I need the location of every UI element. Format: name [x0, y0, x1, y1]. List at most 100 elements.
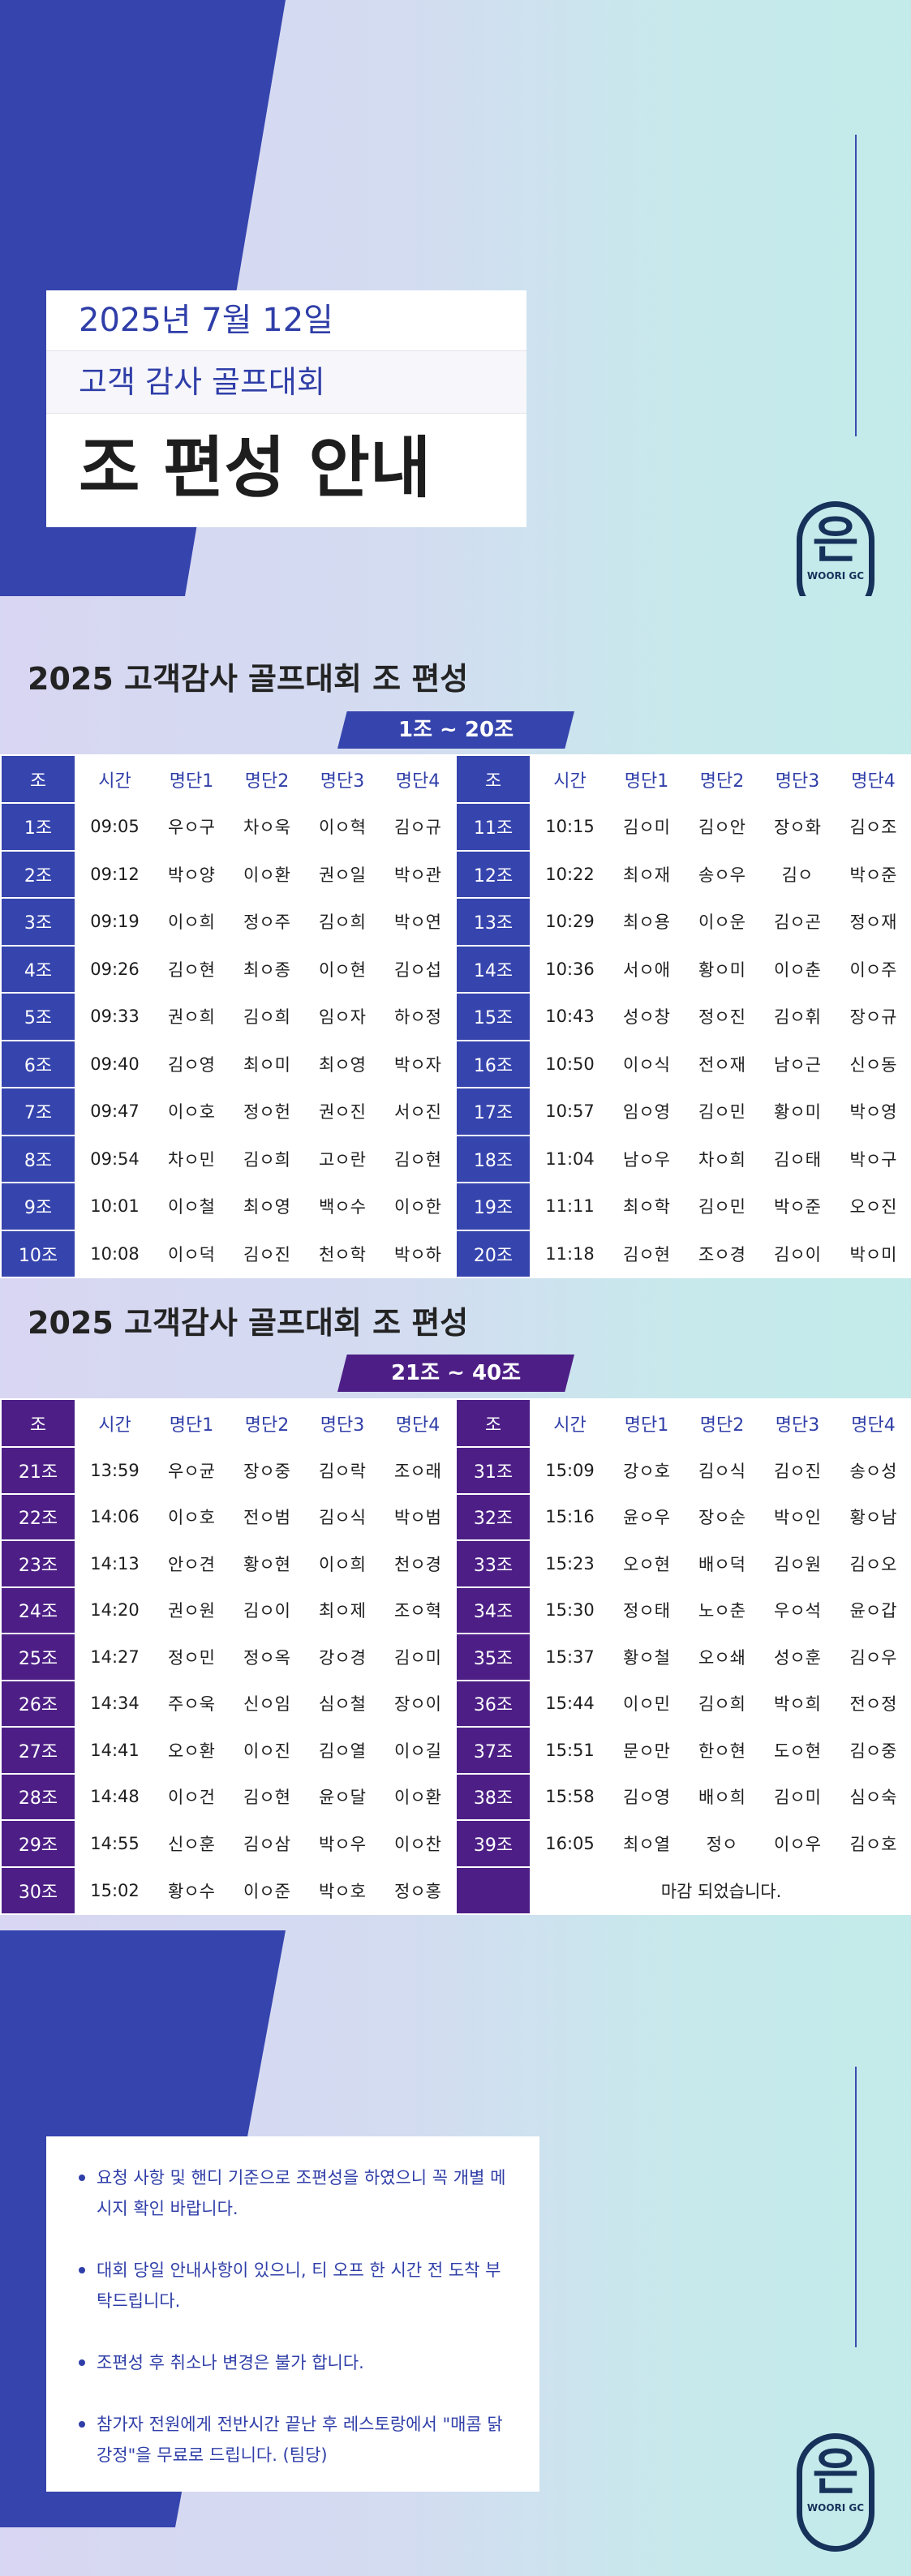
- table-row: 1조 09:05 우ㅇ구 차ㅇ욱 이ㅇ혁 김ㅇ규 11조 10:15 김ㅇ미 김ㅇ안 장ㅇ화 김ㅇ조: [0, 802, 911, 852]
- notice-box: 요청 사항 및 핸디 기준으로 조편성을 하였으니 꼭 개별 메시지 확인 바랍…: [46, 2136, 539, 2492]
- name-cell: 김ㅇ영: [153, 1039, 230, 1088]
- group-cell: 21조: [0, 1446, 76, 1495]
- name-cell: 이ㅇ덕: [153, 1229, 230, 1278]
- name-cell: 임ㅇ영: [608, 1087, 685, 1136]
- time-cell: 10:36: [530, 944, 610, 994]
- column-header: 명단1: [153, 754, 230, 804]
- name-cell: 장ㅇ중: [228, 1446, 306, 1495]
- name-cell: 김ㅇ민: [683, 1182, 761, 1231]
- time-cell: 15:09: [530, 1446, 610, 1495]
- group-cell: 5조: [0, 992, 76, 1041]
- name-cell: 김ㅇ원: [759, 1539, 836, 1588]
- group-cell: 7조: [0, 1087, 76, 1136]
- name-cell: 김ㅇ열: [304, 1726, 380, 1775]
- name-cell: 한ㅇ현: [683, 1726, 761, 1775]
- table-row: 30조 15:02 황ㅇ수 이ㅇ준 박ㅇ호 정ㅇ홍 마감 되었습니다.: [0, 1865, 911, 1915]
- name-cell: 박ㅇ영: [834, 1087, 911, 1136]
- name-cell: 배ㅇ희: [683, 1772, 761, 1821]
- name-cell: 이ㅇ철: [153, 1182, 230, 1231]
- name-cell: 김ㅇ안: [683, 802, 761, 852]
- woori-gc-logo: 은 WOORI GC: [797, 501, 874, 596]
- name-cell: 전ㅇ범: [228, 1492, 306, 1541]
- name-cell: 정ㅇ민: [153, 1633, 230, 1681]
- column-header: 조: [0, 1398, 76, 1448]
- group-cell: 39조: [455, 1819, 531, 1868]
- name-cell: 정ㅇ태: [608, 1586, 685, 1634]
- name-cell: 이ㅇ환: [379, 1772, 457, 1821]
- time-cell: 14:13: [75, 1539, 155, 1588]
- name-cell: 정ㅇ헌: [228, 1087, 306, 1136]
- name-cell: 정ㅇ재: [834, 897, 911, 947]
- name-cell: 장ㅇ규: [834, 992, 911, 1041]
- name-cell: 강ㅇ경: [304, 1633, 380, 1681]
- time-cell: 15:37: [530, 1633, 610, 1681]
- group-cell: 16조: [455, 1039, 531, 1088]
- name-cell: 서ㅇ진: [379, 1087, 457, 1136]
- table-row: 10조 10:08 이ㅇ덕 김ㅇ진 천ㅇ학 박ㅇ하 20조 11:18 김ㅇ현 조ㅇ경 김ㅇ이 박ㅇ미: [0, 1229, 911, 1278]
- time-cell: 11:18: [530, 1229, 610, 1278]
- group-cell: 38조: [455, 1772, 531, 1821]
- time-cell: 14:48: [75, 1772, 155, 1821]
- name-cell: 김ㅇ희: [228, 992, 306, 1041]
- event-date: 2025년 7월 12일: [46, 290, 526, 351]
- name-cell: 정ㅇ주: [228, 897, 306, 947]
- name-cell: 황ㅇ현: [228, 1539, 306, 1588]
- name-cell: 우ㅇ균: [153, 1446, 230, 1495]
- group-cell: 4조: [0, 944, 76, 994]
- time-cell: 14:55: [75, 1819, 155, 1868]
- time-cell: 14:27: [75, 1633, 155, 1681]
- name-cell: 최ㅇ영: [228, 1182, 306, 1231]
- column-header: 명단3: [304, 754, 380, 804]
- name-cell: 권ㅇ희: [153, 992, 230, 1041]
- name-cell: 최ㅇ종: [228, 944, 306, 994]
- column-header: 명단4: [834, 1398, 911, 1448]
- name-cell: 김ㅇ섭: [379, 944, 457, 994]
- name-cell: 이ㅇ호: [153, 1087, 230, 1136]
- name-cell: 박ㅇ인: [759, 1492, 836, 1541]
- name-cell: 오ㅇ진: [834, 1182, 911, 1231]
- name-cell: 김ㅇ미: [759, 1772, 836, 1821]
- group-cell: 36조: [455, 1679, 531, 1728]
- table-header-row: 조 시간 명단1 명단2 명단3 명단4 조 시간 명단1 명단2 명단3 명단4: [0, 1398, 911, 1448]
- notice-item: 요청 사항 및 핸디 기준으로 조편성을 하였으니 꼭 개별 메시지 확인 바랍…: [79, 2162, 507, 2224]
- column-header: 명단1: [608, 754, 685, 804]
- name-cell: 이ㅇ운: [683, 897, 761, 947]
- name-cell: 고ㅇ란: [304, 1134, 380, 1183]
- closed-notice-cell: 마감 되었습니다.: [530, 1865, 911, 1915]
- name-cell: 조ㅇ경: [683, 1229, 761, 1278]
- table-row: 21조 13:59 우ㅇ균 장ㅇ중 김ㅇ락 조ㅇ래 31조 15:09 강ㅇ호 김ㅇ식 김ㅇ진 송ㅇ성: [0, 1446, 911, 1495]
- name-cell: 신ㅇ훈: [153, 1819, 230, 1868]
- time-cell: 10:43: [530, 992, 610, 1041]
- name-cell: 신ㅇ동: [834, 1039, 911, 1088]
- name-cell: 오ㅇ현: [608, 1539, 685, 1588]
- time-cell: 11:11: [530, 1182, 610, 1231]
- time-cell: 15:23: [530, 1539, 610, 1588]
- table-row: 27조 14:41 오ㅇ환 이ㅇ진 김ㅇ열 이ㅇ길 37조 15:51 문ㅇ만 한ㅇ현 도ㅇ현 김ㅇ중: [0, 1726, 911, 1775]
- table-row: 7조 09:47 이ㅇ호 정ㅇ헌 권ㅇ진 서ㅇ진 17조 10:57 임ㅇ영 김ㅇ민 황ㅇ미 박ㅇ영: [0, 1087, 911, 1136]
- name-cell: 안ㅇ견: [153, 1539, 230, 1588]
- column-header: 명단1: [153, 1398, 230, 1448]
- name-cell: 정ㅇ진: [683, 992, 761, 1041]
- table-row: 22조 14:06 이ㅇ호 전ㅇ범 김ㅇ식 박ㅇ범 32조 15:16 윤ㅇ우 장ㅇ순 박ㅇ인 황ㅇ남: [0, 1492, 911, 1541]
- time-cell: 14:20: [75, 1586, 155, 1634]
- name-cell: 김ㅇ진: [759, 1446, 836, 1495]
- name-cell: 박ㅇ관: [379, 849, 457, 899]
- name-cell: 이ㅇ한: [379, 1182, 457, 1231]
- name-cell: 전ㅇ정: [834, 1679, 911, 1728]
- group-cell: 23조: [0, 1539, 76, 1588]
- table-row: 24조 14:20 권ㅇ원 김ㅇ이 최ㅇ제 조ㅇ혁 34조 15:30 정ㅇ태 노ㅇ춘 우ㅇ석 윤ㅇ갑: [0, 1586, 911, 1634]
- group-cell: 30조: [0, 1865, 76, 1915]
- section1-table: 조 시간 명단1 명단2 명단3 명단4 조 시간 명단1 명단2 명단3 명단4 1조 09:05 우ㅇ구…: [0, 754, 911, 1278]
- group-cell: 28조: [0, 1772, 76, 1821]
- time-cell: 10:08: [75, 1229, 155, 1278]
- table-row: 8조 09:54 차ㅇ민 김ㅇ희 고ㅇ란 김ㅇ현 18조 11:04 남ㅇ우 차ㅇ희 김ㅇ태 박ㅇ구: [0, 1134, 911, 1183]
- name-cell: 박ㅇ미: [834, 1229, 911, 1278]
- time-cell: 10:29: [530, 897, 610, 947]
- name-cell: 도ㅇ현: [759, 1726, 836, 1775]
- name-cell: 김ㅇ중: [834, 1726, 911, 1775]
- group-cell: 8조: [0, 1134, 76, 1183]
- name-cell: 최ㅇ열: [608, 1819, 685, 1868]
- group-cell: 25조: [0, 1633, 76, 1681]
- name-cell: 최ㅇ미: [228, 1039, 306, 1088]
- name-cell: 김ㅇ이: [228, 1586, 306, 1634]
